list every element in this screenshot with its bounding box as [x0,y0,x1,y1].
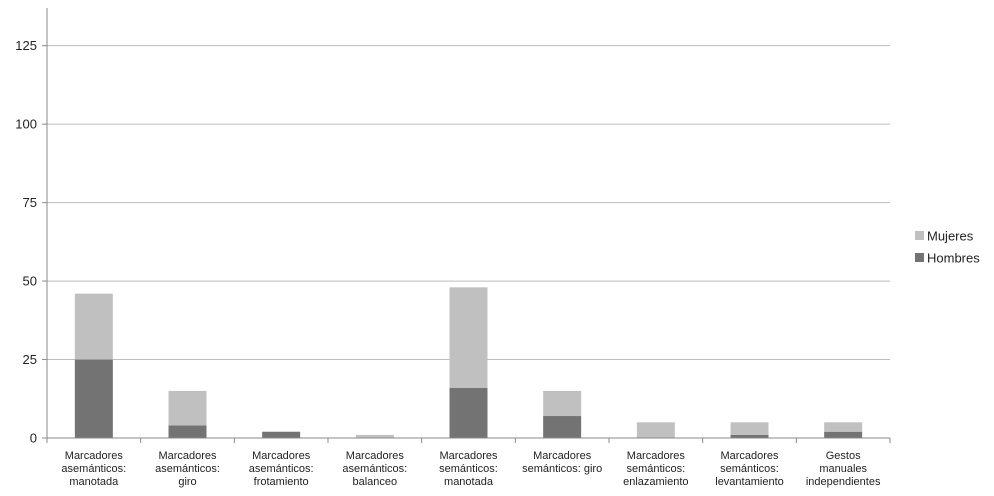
x-category-label: Marcadores asemánticos: giro [155,450,220,488]
x-category-label-line: Marcadores [533,450,592,462]
x-category-label-line: Gestos [826,450,861,462]
x-category-label-line: manotada [444,476,494,488]
bar-segment-mujeres [543,390,582,417]
y-axis-tick-labels: 0 25 50 75 100 125 [15,38,37,445]
y-tick-label: 100 [15,117,37,132]
gridlines [47,45,890,361]
bar-segment-hombres [262,431,301,438]
x-category-label-line: Marcadores [252,450,311,462]
x-category-label-line: Marcadores [627,450,686,462]
x-category-label-line: enlazamiento [623,476,688,488]
x-category-label-line: semánticos: giro [522,463,602,475]
x-category-label-line: semánticos: [720,463,779,475]
x-category-label-line: Marcadores [720,450,779,462]
x-category-label: Marcadores semánticos: manotada [439,450,498,488]
x-category-label-line: asemánticos: [155,463,220,475]
x-axis-category-labels: Marcadores asemánticos: manotadaMarcadores… [61,450,881,488]
x-category-label-line: frotamiento [254,476,309,488]
bar-segment-mujeres [636,422,675,438]
x-category-label: Marcadores asemánticos: frotamiento [249,450,314,488]
y-tick-label: 0 [30,431,37,446]
x-category-label-line: asemánticos: [342,463,407,475]
x-category-label-line: manuales [819,463,867,475]
x-category-label: Marcadores semánticos: levantamiento [715,450,784,488]
legend-label-hombres: Hombres [927,251,980,266]
bar-segment-mujeres [824,422,863,432]
legend: Mujeres Hombres [915,229,980,266]
x-category-label-line: balanceo [353,476,398,488]
x-category-label: Marcadores asemánticos: manotada [61,450,126,488]
x-category-label: Marcadores semánticos: enlazamiento [623,450,688,488]
x-category-label: Marcadores semánticos: giro [522,450,602,475]
x-category-label-line: asemánticos: [61,463,126,475]
x-category-label-line: asemánticos: [249,463,314,475]
x-category-label-line: manotada [69,476,119,488]
legend-swatch-mujeres [915,231,924,240]
bar-segment-hombres [543,416,582,438]
bar-segment-mujeres [355,434,394,438]
bars [74,287,863,438]
x-category-label: Gestos manuales independientes [806,450,881,488]
bar-segment-hombres [824,431,863,438]
bar-segment-hombres [168,425,207,438]
y-tick-label: 50 [23,274,37,289]
x-category-label-line: Marcadores [158,450,217,462]
x-category-label-line: levantamiento [715,476,784,488]
bar-segment-mujeres [168,390,207,426]
bar-segment-hombres [730,434,769,438]
x-category-label-line: Marcadores [65,450,124,462]
x-category-label-line: giro [178,476,196,488]
x-category-label: Marcadores asemánticos: balanceo [342,450,407,488]
x-category-label-line: independientes [806,476,881,488]
bar-segment-hombres [449,387,488,438]
bar-segment-mujeres [74,293,113,360]
bar-segment-mujeres [730,422,769,435]
bar-segment-mujeres [449,287,488,388]
x-category-label-line: Marcadores [439,450,498,462]
x-category-label-line: semánticos: [626,463,685,475]
y-tick-label: 125 [15,38,37,53]
x-category-label-line: semánticos: [439,463,498,475]
y-tick-label: 25 [23,352,37,367]
legend-label-mujeres: Mujeres [927,229,974,244]
y-tick-label: 75 [23,195,37,210]
axes [42,8,891,443]
x-category-label-line: Marcadores [346,450,405,462]
bar-segment-hombres [74,359,113,438]
legend-swatch-hombres [915,253,924,262]
